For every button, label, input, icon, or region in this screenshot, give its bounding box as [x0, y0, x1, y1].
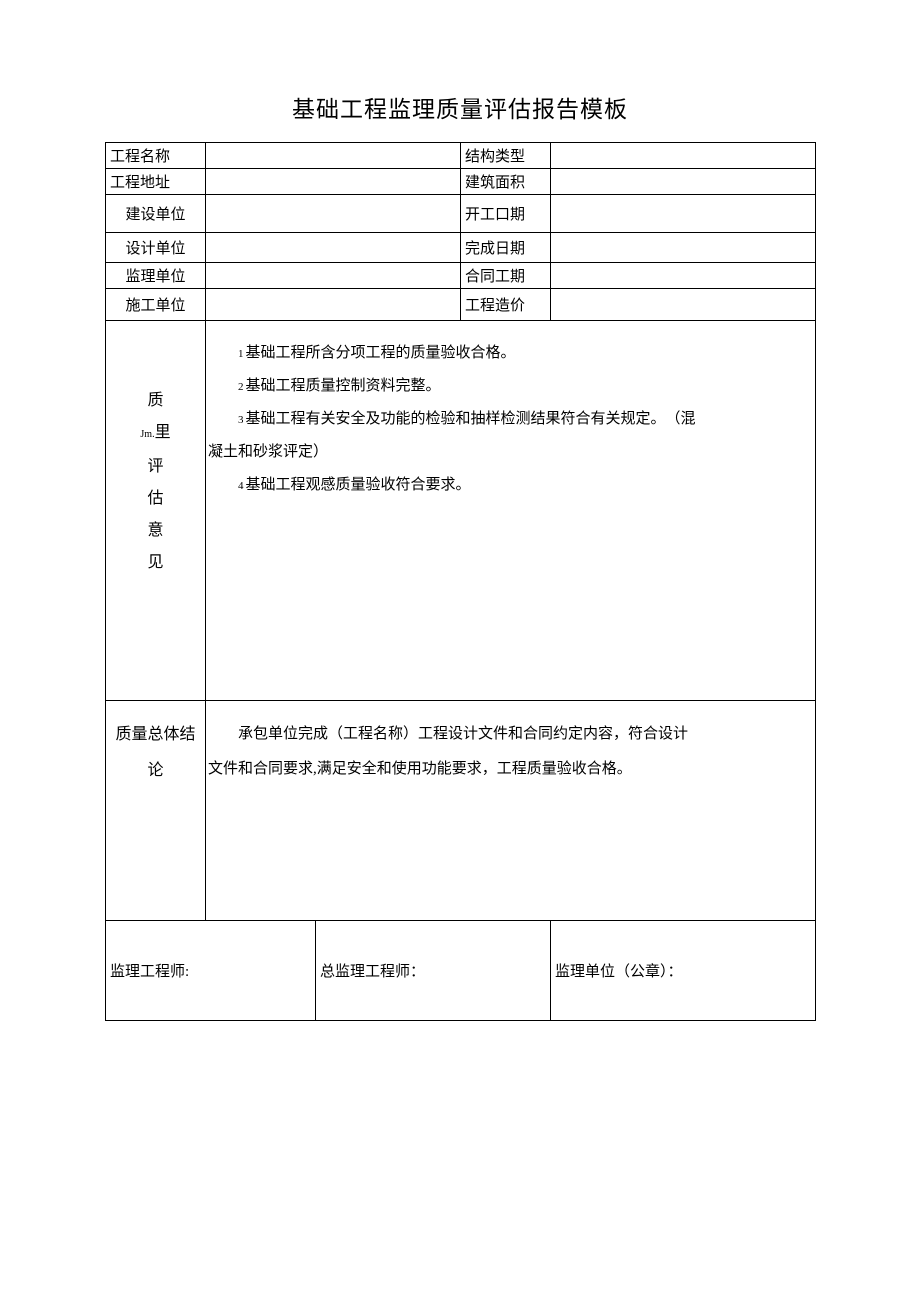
value-5-a	[206, 289, 461, 321]
label-5-b: 工程造价	[461, 289, 551, 321]
value-4-a	[206, 263, 461, 289]
opinion-line: 凝土和砂浆评定）	[208, 436, 807, 469]
report-table: 工程名称 结构类型工程地址 建筑面积建设单位 开工口期设计单位 完成日期监理单位 合同工期…	[105, 142, 816, 1021]
opinion-content: 1基础工程所含分项工程的质量验收合格。2基础工程质量控制资料完整。3基础工程有关…	[206, 321, 816, 701]
conclusion-content: 承包单位完成（工程名称）工程设计文件和合同约定内容，符合设计 文件和合同要求,满…	[206, 701, 816, 921]
header-row-3: 设计单位 完成日期	[106, 233, 816, 263]
value-3-a	[206, 233, 461, 263]
header-row-4: 监理单位 合同工期	[106, 263, 816, 289]
label-2-b: 开工口期	[461, 195, 551, 233]
label-5-a: 施工单位	[106, 289, 206, 321]
header-row-2: 建设单位 开工口期	[106, 195, 816, 233]
conclusion-row: 质量总体结 论 承包单位完成（工程名称）工程设计文件和合同约定内容，符合设计 文…	[106, 701, 816, 921]
opinion-row: 质 Jm.里 评 估 意 见 1基础工程所含分项工程的质量验收合格。2基础工程质…	[106, 321, 816, 701]
value-5-b	[551, 289, 816, 321]
supervision-unit-seal: 监理单位（公章）：	[551, 921, 816, 1021]
label-0-a: 工程名称	[106, 143, 206, 169]
opinion-line: 1基础工程所含分项工程的质量验收合格。	[208, 337, 807, 370]
value-2-b	[551, 195, 816, 233]
opinion-line: 4基础工程观感质量验收符合要求。	[208, 469, 807, 502]
value-3-b	[551, 233, 816, 263]
conclusion-label: 质量总体结 论	[106, 701, 206, 921]
value-0-a	[206, 143, 461, 169]
label-4-a: 监理单位	[106, 263, 206, 289]
supervisor-engineer: 监理工程师:	[106, 921, 316, 1021]
label-3-b: 完成日期	[461, 233, 551, 263]
header-row-1: 工程地址 建筑面积	[106, 169, 816, 195]
label-1-a: 工程地址	[106, 169, 206, 195]
chief-supervisor-engineer: 总监理工程师：	[316, 921, 551, 1021]
value-1-a	[206, 169, 461, 195]
value-1-b	[551, 169, 816, 195]
label-0-b: 结构类型	[461, 143, 551, 169]
label-3-a: 设计单位	[106, 233, 206, 263]
label-2-a: 建设单位	[106, 195, 206, 233]
header-row-0: 工程名称 结构类型	[106, 143, 816, 169]
signature-row: 监理工程师: 总监理工程师： 监理单位（公章）：	[106, 921, 816, 1021]
value-0-b	[551, 143, 816, 169]
opinion-line: 2基础工程质量控制资料完整。	[208, 370, 807, 403]
value-2-a	[206, 195, 461, 233]
label-4-b: 合同工期	[461, 263, 551, 289]
opinion-label: 质 Jm.里 评 估 意 见	[106, 321, 206, 701]
document-title: 基础工程监理质量评估报告模板	[105, 90, 815, 124]
value-4-b	[551, 263, 816, 289]
header-row-5: 施工单位 工程造价	[106, 289, 816, 321]
opinion-line: 3基础工程有关安全及功能的检验和抽样检测结果符合有关规定。 （混	[208, 403, 807, 436]
label-1-b: 建筑面积	[461, 169, 551, 195]
